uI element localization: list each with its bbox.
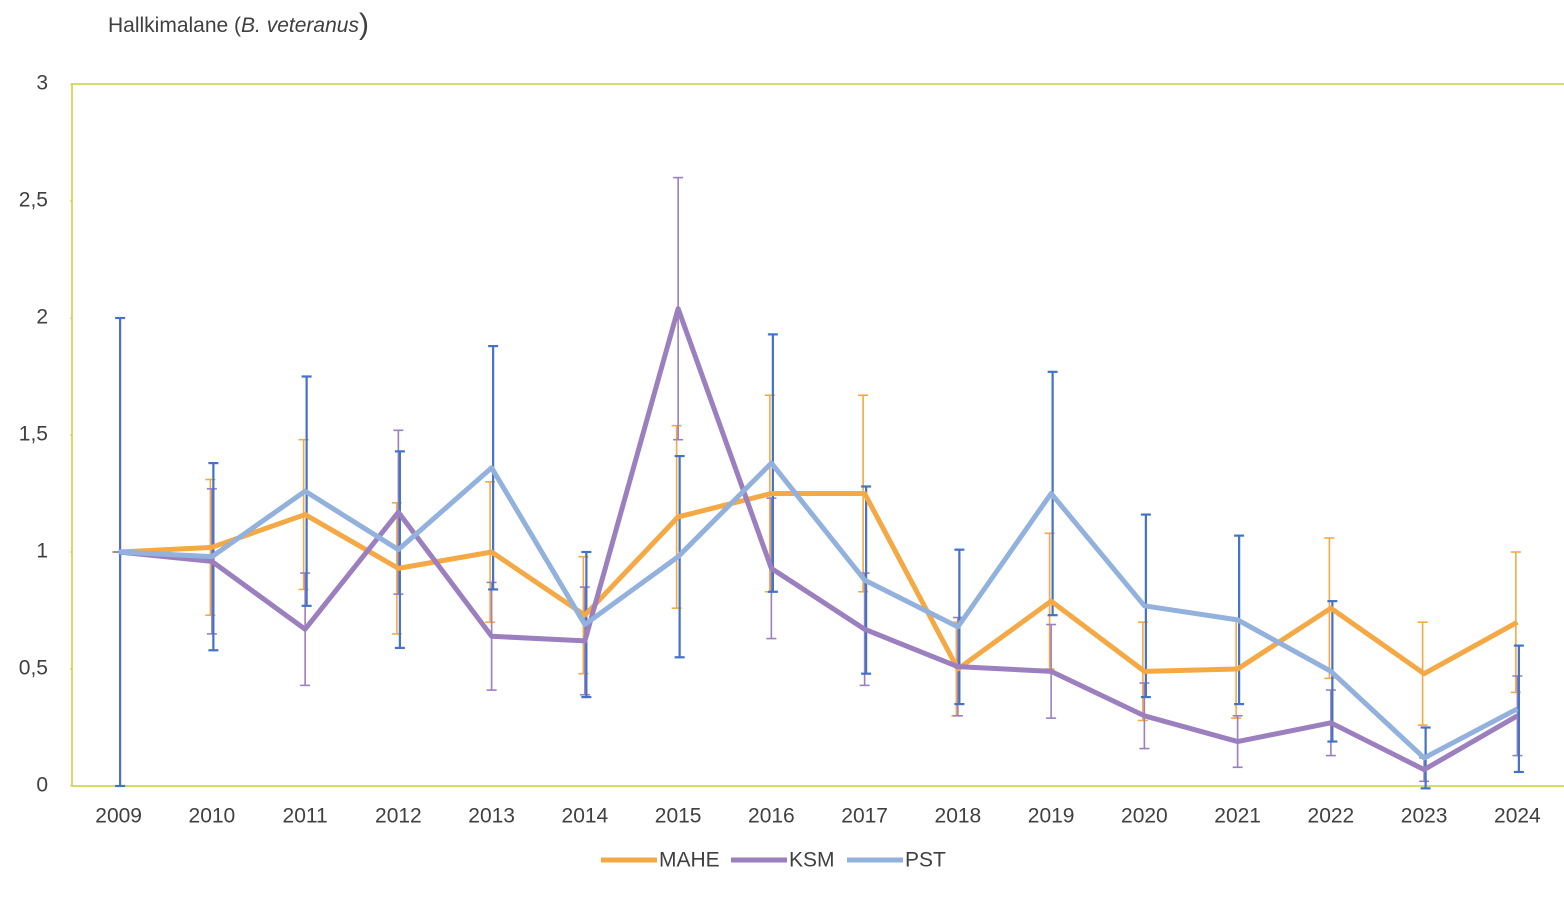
legend-label: PST: [905, 849, 946, 872]
series-line: [118, 306, 1519, 773]
x-tick-label: 2020: [1121, 805, 1168, 828]
x-tick-label: 2014: [562, 805, 609, 828]
x-tick-label: 2010: [189, 805, 236, 828]
x-tick-label: 2019: [1028, 805, 1075, 828]
x-tick-label: 2024: [1494, 805, 1541, 828]
y-tick-label: 1,5: [19, 423, 48, 446]
title-part: ): [359, 8, 369, 41]
y-tick-label: 0,5: [19, 657, 48, 680]
chart-title: Hallkimalane (B. veteranus): [108, 8, 369, 41]
y-tick-label: 0: [36, 774, 48, 797]
x-tick-label: 2022: [1308, 805, 1355, 828]
x-tick-label: 2016: [748, 805, 795, 828]
y-tick-label: 2,5: [19, 189, 48, 212]
series-line: [118, 491, 1519, 677]
title-part: B. veteranus: [241, 14, 359, 37]
x-tick-label: 2015: [655, 805, 702, 828]
x-tick-label: 2017: [841, 805, 888, 828]
x-tick-label: 2012: [375, 805, 422, 828]
series-line: [118, 460, 1519, 761]
x-tick-label: 2021: [1214, 805, 1261, 828]
x-tick-label: 2009: [95, 805, 142, 828]
y-tick-label: 1: [36, 540, 48, 563]
y-tick-label: 2: [36, 306, 48, 329]
y-tick-label: 3: [36, 72, 48, 95]
x-tick-label: 2013: [468, 805, 515, 828]
legend-label: MAHE: [659, 849, 720, 872]
x-tick-label: 2018: [935, 805, 982, 828]
x-tick-label: 2023: [1401, 805, 1448, 828]
x-tick-label: 2011: [283, 805, 328, 828]
legend-label: KSM: [789, 849, 835, 872]
title-part: Hallkimalane (: [108, 14, 241, 37]
